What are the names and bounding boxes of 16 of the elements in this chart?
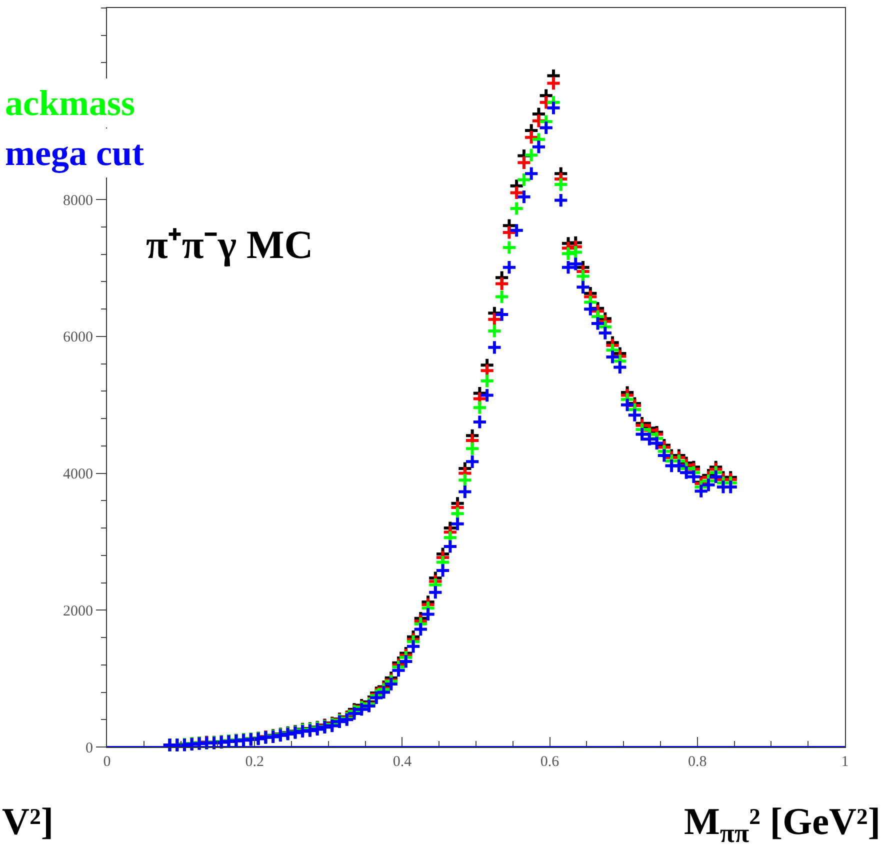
text: V²] — [2, 801, 54, 843]
x-tick-label: 1 — [841, 754, 849, 770]
x-tick-label: 0 — [103, 754, 111, 770]
x-tick-label: 0.6 — [540, 754, 560, 770]
y-tick-label: 0 — [86, 740, 93, 756]
text: ackmass — [5, 83, 136, 123]
y-tick-label: 6000 — [63, 330, 93, 346]
text: mega cut — [5, 133, 144, 173]
x-tick-label: 0.8 — [688, 754, 707, 770]
y-tick-label: 8000 — [63, 192, 93, 209]
x-tick-label: 0.4 — [392, 754, 412, 770]
x-tick-label: 0.2 — [245, 754, 264, 770]
x-axis-title: M$_{ππ}$² [GeV²] — [684, 801, 880, 848]
y-tick-label: 2000 — [63, 603, 93, 620]
y-tick-label: 4000 — [63, 466, 93, 483]
annotation: π⁺π⁻γ MC — [146, 222, 314, 267]
